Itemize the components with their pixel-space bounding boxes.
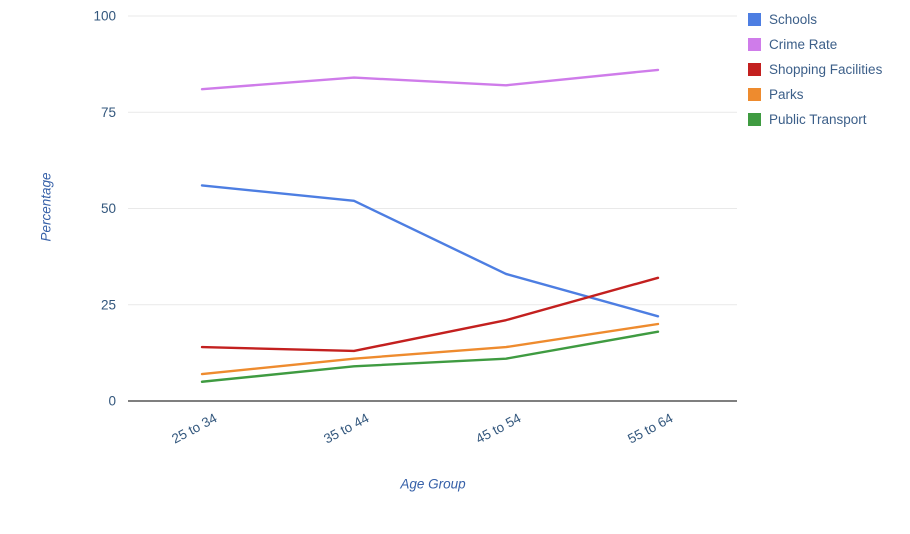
legend-label: Crime Rate [769,37,838,52]
x-axis-title: Age Group [400,476,466,492]
legend-label: Parks [769,87,804,102]
legend-item-parks[interactable]: Parks [748,87,882,102]
legend-label: Public Transport [769,112,867,127]
y-tick-label: 100 [93,9,116,24]
series-line-public-transport[interactable] [200,330,660,383]
series-line-shopping-facilities[interactable] [200,276,660,353]
chart-legend: Schools Crime Rate Shopping Facilities Park… [748,12,882,127]
legend-label: Shopping Facilities [769,62,883,77]
series-line-crime-rate[interactable] [200,68,660,91]
legend-item-shopping-facilities[interactable]: Shopping Facilities [748,62,882,77]
x-tick-label: 35 to 44 [321,410,372,446]
legend-item-crime-rate[interactable]: Crime Rate [748,37,882,52]
y-tick-label: 0 [108,394,116,409]
y-tick-label: 25 [101,297,116,312]
legend-item-schools[interactable]: Schools [748,12,882,27]
x-tick-label: 55 to 64 [625,410,676,446]
x-tick-label: 45 to 54 [473,410,524,446]
legend-swatch-icon [748,38,761,51]
series-line-parks[interactable] [200,322,660,376]
y-axis-title: Percentage [38,172,54,242]
legend-swatch-icon [748,13,761,26]
legend-item-public-transport[interactable]: Public Transport [748,112,882,127]
y-tick-label: 50 [101,201,116,216]
x-tick-label: 25 to 34 [169,410,220,446]
series-line-schools[interactable] [200,184,660,318]
legend-label: Schools [769,12,818,27]
legend-swatch-icon [748,113,761,126]
y-tick-label: 75 [101,105,116,120]
legend-swatch-icon [748,63,761,76]
legend-swatch-icon [748,88,761,101]
